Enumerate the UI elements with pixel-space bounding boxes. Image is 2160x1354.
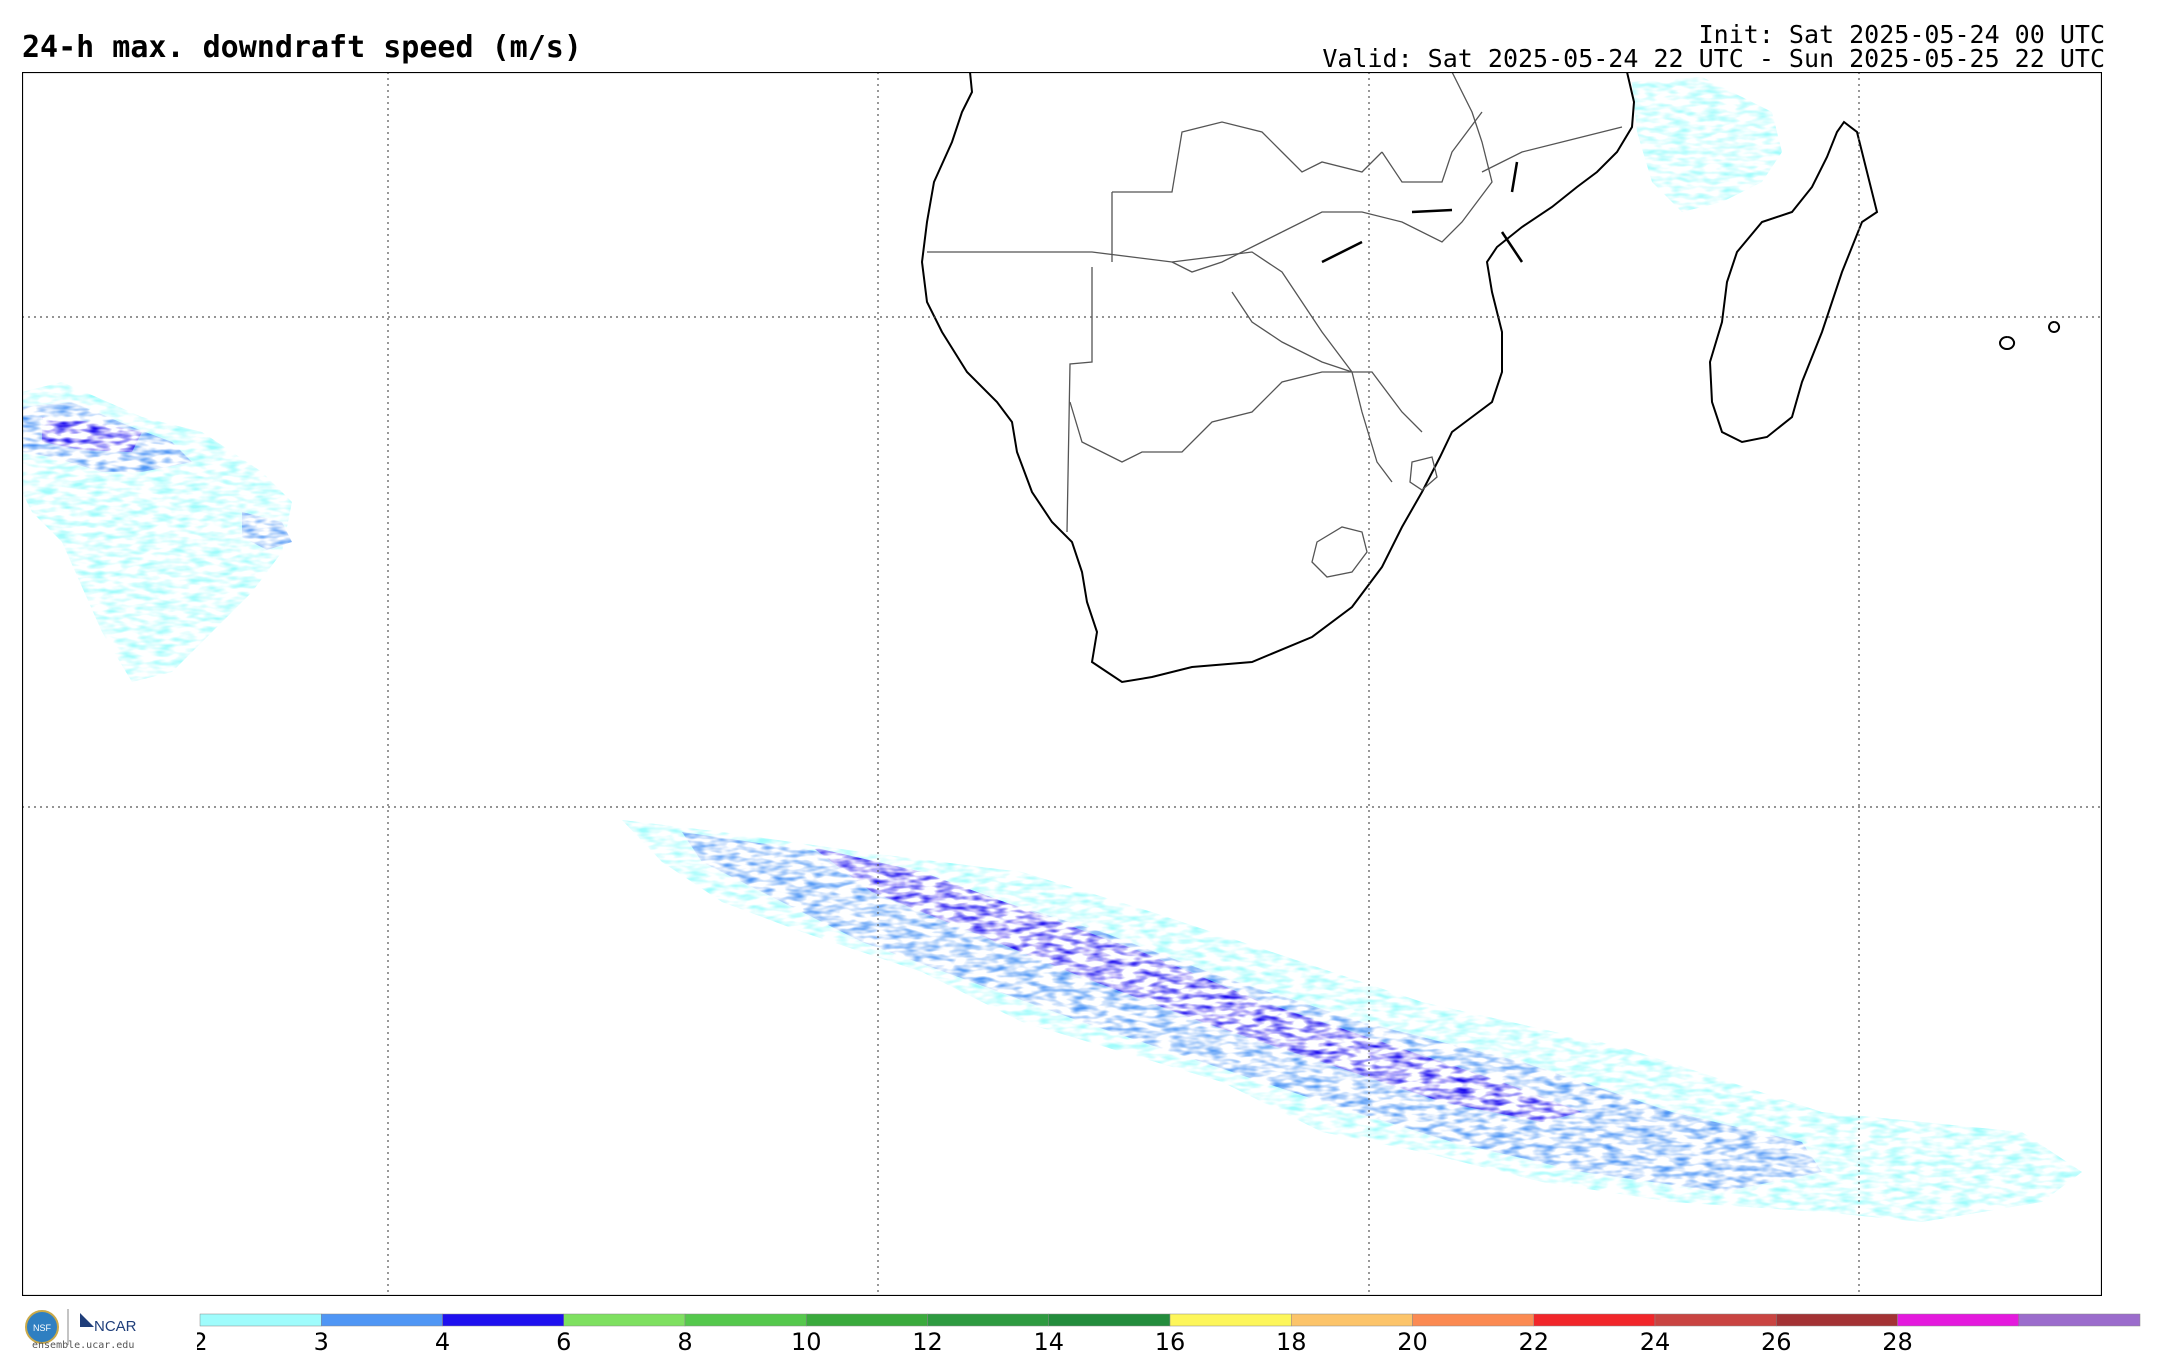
colorbar-label: 22: [1518, 1328, 1549, 1352]
map-frame: [22, 72, 2102, 1296]
nsf-logo-text: NSF: [33, 1323, 52, 1333]
colorbar-swatch: [1291, 1313, 1413, 1327]
colorbar-label: 2: [197, 1328, 208, 1352]
colorbar-swatch: [321, 1313, 443, 1327]
colorbar-label: 8: [677, 1328, 692, 1352]
colorbar-swatch: [1776, 1313, 1898, 1327]
colorbar-swatch: [1533, 1313, 1656, 1327]
ncar-logo-text: NCAR: [94, 1318, 137, 1335]
mauritius-coastline: [1999, 336, 2016, 350]
colorbar-swatch: [442, 1313, 564, 1327]
colorbar-label: 12: [912, 1328, 943, 1352]
colorbar-swatch: [2018, 1313, 2141, 1327]
ncar-logo-icon: [80, 1313, 94, 1327]
valid-time: Valid: Sat 2025-05-24 22 UTC - Sun 2025-…: [1322, 44, 2105, 73]
madagascar-coastline: [1708, 120, 1879, 444]
downdraft-patch-northeast: [1632, 77, 1782, 212]
ensemble-url: ensemble.ucar.edu: [32, 1340, 135, 1351]
lesotho-border: [1311, 526, 1368, 578]
colorbar-swatch: [1412, 1313, 1534, 1327]
colorbar-label: 3: [314, 1328, 329, 1352]
colorbar-label: 16: [1155, 1328, 1186, 1352]
gridlines: [22, 72, 2102, 1296]
colorbar-swatch: [563, 1313, 686, 1327]
colorbar-label: 4: [435, 1328, 450, 1352]
colorbar-label: 24: [1640, 1328, 1671, 1352]
colorbar-swatch: [199, 1313, 322, 1327]
colorbar-swatch: [684, 1313, 807, 1327]
init-time: Init: Sat 2025-05-24 00 UTC: [1698, 20, 2105, 49]
country-borders: [927, 72, 1623, 533]
colorbar: 2 3 4 6 8 10 12 14 16 18 20 22 24 26 28: [197, 1313, 2141, 1352]
colorbar-swatch: [806, 1313, 928, 1327]
downdraft-band-south: [622, 820, 2082, 1222]
colorbar-label: 6: [556, 1328, 571, 1352]
colorbar-label: 14: [1033, 1328, 1064, 1352]
africa-coastline: [920, 72, 1636, 684]
eswatini-border: [1409, 456, 1438, 491]
colorbar-swatch: [1169, 1313, 1292, 1327]
colorbar-label: 10: [791, 1328, 822, 1352]
colorbar-label: 18: [1276, 1328, 1307, 1352]
nsf-logo-icon: [25, 1310, 59, 1344]
colorbar-swatch: [1048, 1313, 1171, 1327]
ncar-logo: NSF NCAR: [25, 1309, 137, 1345]
colorbar-label: 26: [1761, 1328, 1792, 1352]
map-panel: 20°S40°S60°S10°W10°E30°E50°E: [22, 72, 2102, 1296]
colorbar-swatch: [1654, 1313, 1777, 1327]
colorbar-swatch: [1897, 1313, 2019, 1327]
map-title: 24-h max. downdraft speed (m/s): [22, 30, 582, 65]
colorbar-label: 28: [1882, 1328, 1913, 1352]
reunion-coastline: [2048, 321, 2061, 333]
colorbar-swatch: [927, 1313, 1049, 1327]
downdraft-patch-west: [22, 382, 292, 682]
colorbar-label: 20: [1397, 1328, 1428, 1352]
lake: [1321, 161, 1524, 264]
